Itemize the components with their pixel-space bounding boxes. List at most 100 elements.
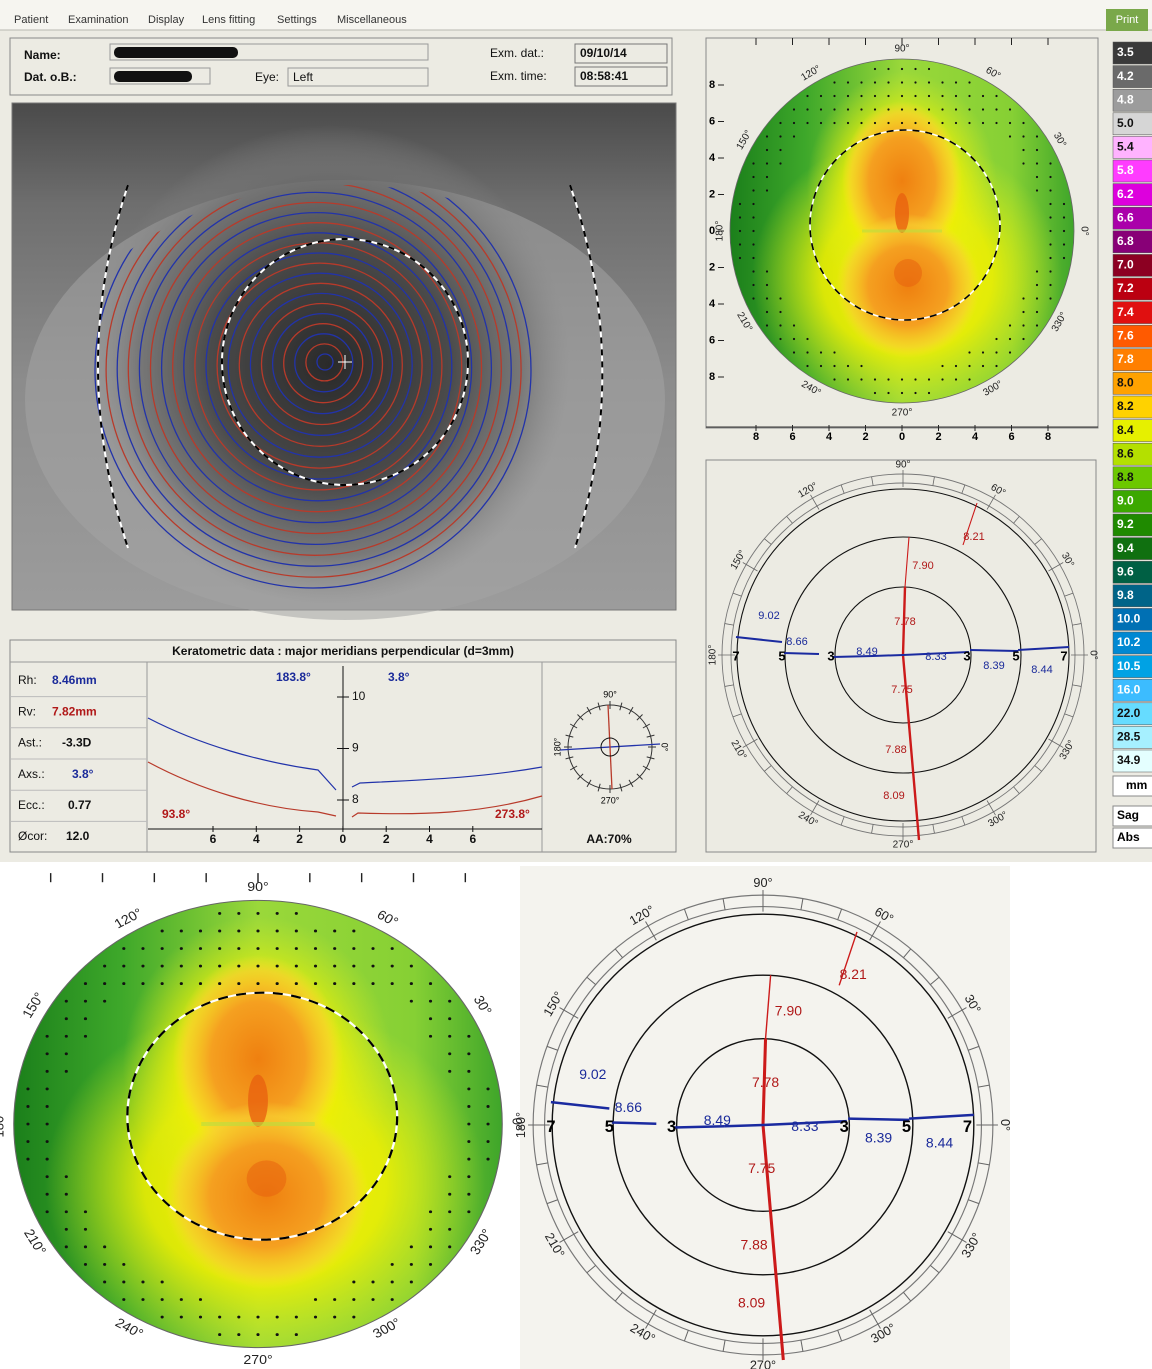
measure-dot: [874, 378, 876, 380]
ring-label: 5: [902, 1118, 911, 1136]
measure-dot: [371, 982, 374, 985]
measure-dot: [103, 982, 106, 985]
measure-dot: [84, 1263, 87, 1266]
meridian-value: 8.39: [865, 1130, 892, 1146]
measure-dot: [833, 122, 835, 124]
measure-dot: [739, 230, 741, 232]
meridian-value: 7.75: [891, 684, 912, 696]
measure-dot: [1036, 324, 1038, 326]
axis-label: 2: [935, 431, 941, 443]
measure-dot: [467, 1140, 470, 1143]
measure-dot: [314, 947, 317, 950]
measure-dot: [391, 965, 394, 968]
measure-dot: [486, 1158, 489, 1161]
measure-dot: [486, 1123, 489, 1126]
angle-label: 150°: [19, 990, 47, 1020]
measure-dot: [1036, 297, 1038, 299]
measure-dot: [982, 95, 984, 97]
x-tick-label: 4: [253, 832, 260, 846]
measure-dot: [847, 365, 849, 367]
measure-dot: [928, 392, 930, 394]
meridian-value: 9.02: [579, 1066, 606, 1082]
measure-dot: [847, 95, 849, 97]
meridian-value: 8.33: [925, 651, 946, 663]
y-tick-label: 9: [352, 741, 359, 755]
measure-dot: [295, 1316, 298, 1319]
axis-label: 8: [709, 371, 715, 383]
measure-dot: [429, 1228, 432, 1231]
horizontal-meridian: [970, 650, 1018, 651]
menu-item[interactable]: Examination: [68, 14, 129, 26]
measure-dot: [1022, 149, 1024, 151]
measure-dot: [180, 947, 183, 950]
angle-label: 30°: [470, 993, 494, 1017]
print-label[interactable]: Print: [1116, 14, 1139, 26]
menu-item[interactable]: Settings: [277, 14, 317, 26]
measure-dot: [941, 81, 943, 83]
measure-dot: [467, 1052, 470, 1055]
measure-dot: [752, 243, 754, 245]
measure-dot: [1022, 135, 1024, 137]
measure-dot: [1009, 135, 1011, 137]
measure-dot: [833, 108, 835, 110]
measure-dot: [914, 378, 916, 380]
meridian-value: 8.09: [883, 790, 904, 802]
axis-label: 4: [709, 298, 716, 310]
mode-label[interactable]: Sag: [1117, 808, 1139, 822]
measure-dot: [901, 122, 903, 124]
measure-dot: [448, 1017, 451, 1020]
measure-dot: [256, 1333, 259, 1336]
measure-dot: [256, 1316, 259, 1319]
row-label: Øcor:: [18, 829, 47, 843]
measure-dot: [46, 1158, 49, 1161]
legend-label: 7.8: [1117, 352, 1134, 366]
legend-label: 10.5: [1117, 659, 1141, 673]
measure-dot: [1022, 297, 1024, 299]
ring-label: 3: [827, 648, 834, 663]
measure-dot: [467, 1035, 470, 1038]
measure-dot: [860, 95, 862, 97]
legend-label: 8.4: [1117, 423, 1134, 437]
mode-label[interactable]: Abs: [1117, 830, 1140, 844]
redaction: [114, 71, 192, 82]
measure-dot: [26, 1158, 29, 1161]
measure-dot: [295, 1333, 298, 1336]
menu-item[interactable]: Display: [148, 14, 185, 26]
measure-dot: [84, 1017, 87, 1020]
menu-item[interactable]: Lens fitting: [202, 14, 255, 26]
measure-dot: [779, 135, 781, 137]
measure-dot: [982, 108, 984, 110]
legend-label: 9.8: [1117, 588, 1134, 602]
axis-label: 4: [826, 431, 833, 443]
menu-item[interactable]: Patient: [14, 14, 48, 26]
measure-dot: [199, 1298, 202, 1301]
measure-dot: [448, 1035, 451, 1038]
measure-dot: [26, 1140, 29, 1143]
measure-dot: [429, 1000, 432, 1003]
measure-dot: [820, 351, 822, 353]
measure-dot: [982, 365, 984, 367]
measure-dot: [752, 162, 754, 164]
measure-dot: [141, 1281, 144, 1284]
measure-dot: [793, 122, 795, 124]
measure-dot: [1063, 203, 1065, 205]
measure-dot: [833, 365, 835, 367]
menu-item[interactable]: Miscellaneous: [337, 14, 407, 26]
angle-label: 120°: [112, 905, 145, 931]
ring-label: 3: [667, 1118, 676, 1136]
measure-dot: [161, 965, 164, 968]
measure-dot: [820, 108, 822, 110]
measure-dot: [1063, 230, 1065, 232]
axis-label: 2: [862, 431, 868, 443]
measure-dot: [928, 68, 930, 70]
measure-dot: [928, 122, 930, 124]
meridian-value: 8.33: [791, 1118, 818, 1134]
angle-label: 180°: [0, 1111, 6, 1138]
measure-dot: [218, 1316, 221, 1319]
measure-dot: [199, 965, 202, 968]
legend-label: 9.4: [1117, 541, 1134, 555]
measure-dot: [371, 1281, 374, 1284]
measure-dot: [928, 378, 930, 380]
measure-dot: [1009, 122, 1011, 124]
measure-dot: [806, 351, 808, 353]
